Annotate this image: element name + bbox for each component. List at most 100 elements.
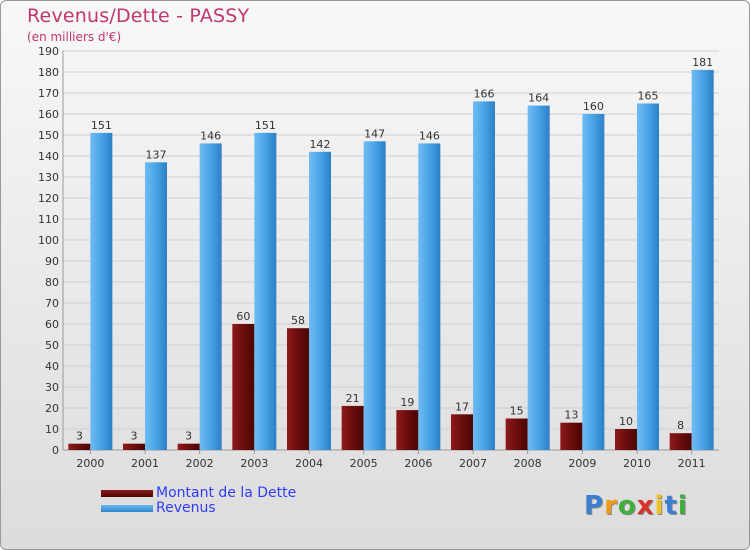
y-tick-label: 100	[38, 234, 59, 247]
bar-debt	[68, 443, 91, 450]
y-tick-label: 80	[45, 276, 59, 289]
legend-swatch-revenue	[101, 505, 153, 512]
y-tick-label: 90	[45, 255, 59, 268]
bar-revenue	[309, 151, 331, 451]
x-tick-label: 2006	[404, 457, 432, 470]
x-tick-label: 2007	[459, 457, 487, 470]
data-label-debt: 3	[131, 430, 138, 443]
data-label-revenue: 164	[528, 92, 549, 105]
y-tick-label: 50	[45, 339, 59, 352]
data-label-debt: 8	[677, 419, 684, 432]
logo-letter: i	[677, 491, 688, 521]
x-tick-label: 2003	[240, 457, 268, 470]
y-tick-label: 0	[52, 444, 59, 457]
legend-label-revenue: Revenus	[156, 500, 216, 516]
bar-debt	[396, 410, 419, 450]
data-label-revenue: 142	[310, 138, 331, 151]
logo-letter: t	[664, 491, 678, 521]
legend-swatch-debt	[101, 490, 153, 497]
data-label-revenue: 160	[583, 100, 604, 113]
data-label-revenue: 165	[638, 90, 659, 103]
data-label-revenue: 147	[364, 127, 385, 140]
bar-debt	[177, 443, 200, 450]
chart-title: Revenus/Dette - PASSY	[27, 5, 250, 27]
bar-debt	[287, 328, 309, 450]
y-tick-label: 160	[38, 108, 59, 121]
data-labels: 3151313731466015158142211471914617166151…	[76, 56, 713, 443]
y-tick-label: 120	[38, 192, 59, 205]
data-label-revenue: 146	[419, 129, 440, 142]
data-label-debt: 21	[346, 392, 360, 405]
x-tick-label: 2000	[76, 457, 104, 470]
y-tick-label: 20	[45, 402, 59, 415]
x-tick-label: 2001	[131, 457, 159, 470]
logo-letter: P	[584, 491, 605, 521]
y-tick-label: 40	[45, 360, 59, 373]
data-label-revenue: 166	[474, 87, 495, 100]
bar-debt	[669, 433, 692, 450]
legend-label-debt: Montant de la Dette	[156, 485, 297, 501]
x-tick-label: 2011	[678, 457, 706, 470]
bar-revenue	[363, 141, 386, 451]
bar-debt	[341, 405, 364, 450]
logo-letter: r	[604, 491, 618, 521]
data-label-debt: 13	[564, 409, 578, 422]
bar-revenue	[527, 105, 550, 450]
y-tick-label: 30	[45, 381, 59, 394]
y-tick-label: 110	[38, 213, 59, 226]
bar-debt	[451, 414, 473, 450]
y-tick-label: 60	[45, 318, 59, 331]
proxiti-logo: Proxiti	[584, 491, 688, 521]
x-tick-label: 2009	[568, 457, 596, 470]
data-label-revenue: 151	[91, 119, 112, 132]
x-tick-label: 2004	[295, 457, 323, 470]
data-label-revenue: 151	[255, 119, 276, 132]
grid	[62, 50, 719, 451]
data-label-debt: 3	[76, 430, 83, 443]
bar-revenue	[637, 103, 659, 450]
y-tick-label: 150	[38, 129, 59, 142]
y-tick-label: 140	[38, 150, 59, 163]
y-axis: 0 10 20 30 40 50 60 70 80 90 100 110 120 130 140 150 160…	[38, 45, 59, 457]
bar-revenue	[473, 101, 495, 451]
x-tick-label: 2010	[623, 457, 651, 470]
x-tick-label: 2008	[514, 457, 542, 470]
logo-letter: x	[636, 491, 655, 521]
bar-revenue	[254, 132, 277, 450]
bar-revenue	[199, 143, 222, 450]
x-tick-label: 2005	[350, 457, 378, 470]
data-label-revenue: 181	[692, 56, 713, 69]
y-tick-label: 170	[38, 87, 59, 100]
data-label-revenue: 137	[146, 148, 167, 161]
data-label-debt: 15	[510, 405, 524, 418]
bar-debt	[123, 443, 145, 450]
data-label-debt: 58	[291, 314, 305, 327]
y-tick-label: 180	[38, 66, 59, 79]
data-label-debt: 10	[619, 415, 633, 428]
data-label-revenue: 146	[200, 129, 221, 142]
bar-debt	[505, 418, 528, 450]
y-tick-label: 10	[45, 423, 59, 436]
y-tick-label: 70	[45, 297, 59, 310]
data-label-debt: 3	[185, 430, 192, 443]
logo-letter: i	[654, 491, 665, 521]
data-label-debt: 19	[400, 396, 414, 409]
bar-revenue	[691, 69, 714, 451]
x-tick-label: 2002	[186, 457, 214, 470]
bar-revenue	[418, 143, 441, 450]
bar-debt	[615, 429, 637, 450]
logo-letter: o	[617, 491, 637, 521]
bars	[68, 69, 714, 451]
chart-subtitle: (en milliers d'€)	[27, 30, 122, 44]
x-axis: 2000 2001 2002 2003 2004 2005 2006 2007 2008 2009…	[76, 450, 706, 470]
y-tick-label: 190	[38, 45, 59, 58]
data-label-debt: 60	[236, 310, 250, 323]
y-tick-label: 130	[38, 171, 59, 184]
bar-revenue	[90, 132, 113, 450]
bar-revenue	[582, 114, 605, 450]
data-label-debt: 17	[455, 400, 469, 413]
bar-debt	[560, 422, 583, 450]
bar-revenue	[145, 162, 167, 451]
